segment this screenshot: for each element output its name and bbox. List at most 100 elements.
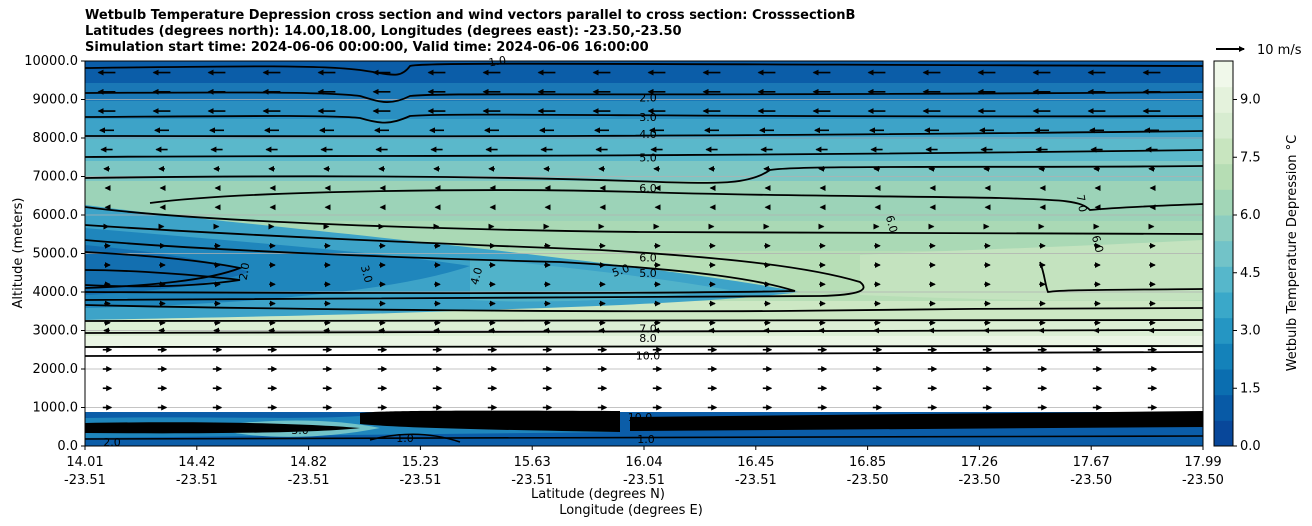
- y-tick-label: 1000.0: [33, 401, 79, 416]
- x-tick-label-lon: -23.51: [399, 473, 441, 488]
- colorbar-band: [1214, 86, 1233, 113]
- colorbar-band: [1214, 420, 1233, 447]
- contour-label: 5.0: [639, 267, 657, 280]
- contour-line: [85, 149, 1203, 158]
- contour-line: [85, 239, 796, 294]
- colorbar-band: [1214, 138, 1233, 165]
- colorbar-band: [1214, 112, 1233, 139]
- contour-label: 3.0: [358, 264, 375, 284]
- contour-line: [1039, 261, 1203, 294]
- x-tick-label-lon: -23.51: [64, 473, 106, 488]
- x-tick-label-lat: 14.01: [66, 455, 103, 470]
- colorbar-band: [1214, 266, 1233, 293]
- contour-label: 4.0: [468, 266, 485, 286]
- x-axis: 14.01 -23.51 14.42 -23.51 14.82 -23.51 15.23 -2…: [64, 446, 1224, 488]
- x-tick-label-lon: -23.51: [176, 473, 218, 488]
- reference-vector-label: 10 m/s: [1257, 43, 1302, 58]
- contour-label: 2.0: [103, 436, 121, 449]
- wind-vectors: [97, 69, 1161, 411]
- colorbar-band: [1214, 215, 1233, 242]
- x-tick-label-lon: -23.50: [958, 473, 1000, 488]
- x-tick-label-lat: 17.26: [961, 455, 998, 470]
- contour-line: [85, 319, 1203, 322]
- x-tick-label-lat: 16.04: [625, 455, 662, 470]
- y-tick-label: 8000.0: [33, 131, 79, 146]
- contour-label: 1.0: [396, 432, 414, 445]
- x-tick-label-lon: -23.51: [623, 473, 665, 488]
- x-tick-label-lat: 15.63: [514, 455, 551, 470]
- y-tick-label: 5000.0: [33, 247, 79, 262]
- y-tick-label: 4000.0: [33, 285, 79, 300]
- colorbar-label: Wetbulb Temperature Depression °C: [1285, 135, 1300, 372]
- contour-label: 3.0: [639, 111, 657, 124]
- contour-line: [85, 130, 1203, 138]
- contour-label: 6.0: [639, 182, 657, 195]
- contour-label: 8.0: [639, 332, 657, 345]
- x-tick-label-lat: 14.42: [178, 455, 215, 470]
- x-tick-label-lon: -23.50: [847, 473, 889, 488]
- colorbar-band: [1214, 343, 1233, 370]
- x-axis-label-longitude: Longitude (degrees E): [559, 503, 703, 518]
- x-tick-label-lat: 17.99: [1184, 455, 1221, 470]
- x-tick-label-lat: 16.45: [737, 455, 774, 470]
- reference-vector: 10 m/s: [1216, 43, 1302, 58]
- y-tick-label: 2000.0: [33, 362, 79, 377]
- chart-title-line-1: Wetbulb Temperature Depression cross sec…: [85, 8, 856, 23]
- contour-label: 1.0: [637, 433, 655, 446]
- colorbar-frame: [1213, 60, 1234, 447]
- colorbar-ticks: 0.0 1.5 3.0 4.5 6.0 7.5 9.0: [1233, 93, 1261, 454]
- contour-label: 7.0: [639, 323, 657, 336]
- x-tick-label-lat: 17.67: [1073, 455, 1110, 470]
- y-tick-label: 9000.0: [33, 93, 79, 108]
- y-axis-label: Altitude (meters): [11, 198, 26, 309]
- x-tick-label-lon: -23.50: [1070, 473, 1112, 488]
- contour-label: 3.0: [291, 424, 309, 437]
- y-tick-label: 10000.0: [24, 54, 78, 69]
- x-axis-label-latitude: Latitude (degrees N): [531, 487, 665, 502]
- contour-label: 6.0: [639, 251, 657, 264]
- colorbar-band: [1214, 240, 1233, 267]
- contour-label: 1.0: [488, 54, 507, 70]
- colorbar-band: [1214, 189, 1233, 216]
- colorbar-band: [1214, 394, 1233, 421]
- y-tick-label: 6000.0: [33, 208, 79, 223]
- contour-line: [85, 62, 1203, 76]
- contour-label: 10.0: [628, 411, 653, 424]
- colorbar-tick-label: 1.5: [1240, 381, 1261, 396]
- colorbar-tick-label: 0.0: [1240, 439, 1261, 454]
- contour-line: [85, 269, 241, 288]
- x-tick-label-lon: -23.51: [511, 473, 553, 488]
- colorbar-tick-label: 9.0: [1240, 93, 1261, 108]
- colorbar-tick-label: 3.0: [1240, 324, 1261, 339]
- colorbar-band: [1214, 317, 1233, 344]
- y-tick-label: 3000.0: [33, 324, 79, 339]
- contour-label: 6.0: [883, 214, 900, 234]
- surface-contour-block: [84, 410, 1204, 443]
- x-tick-label-lat: 15.23: [402, 455, 439, 470]
- colorbar-tick-label: 6.0: [1240, 208, 1261, 223]
- contour-label: 5.0: [610, 262, 631, 280]
- x-tick-label-lon: -23.51: [735, 473, 777, 488]
- colorbar-tick-label: 7.5: [1240, 150, 1261, 165]
- contour-line: [149, 189, 1203, 211]
- x-tick-label-lat: 16.85: [849, 455, 886, 470]
- chart-title-line-2: Latitudes (degrees north): 14.00,18.00, …: [85, 24, 682, 39]
- y-tick-label: 0.0: [57, 439, 78, 454]
- contour-line: [85, 351, 1203, 357]
- contour-line: [85, 304, 1203, 313]
- contour-label: 10.0: [636, 350, 661, 363]
- colorbar-band: [1214, 61, 1233, 88]
- colorbar-tick-label: 4.5: [1240, 266, 1261, 281]
- contour-line: [85, 251, 244, 289]
- y-tick-label: 7000.0: [33, 170, 79, 185]
- colorbar-band: [1214, 292, 1233, 319]
- colorbar-band: [1214, 163, 1233, 190]
- contour-line: [85, 206, 1203, 235]
- contour-label: 7.0: [1074, 194, 1090, 213]
- x-tick-label-lon: -23.51: [288, 473, 330, 488]
- contour-label: 2.0: [237, 262, 253, 281]
- contour-lines: [85, 62, 1203, 357]
- contour-labels: 2.03.04.05.06.06.05.07.08.010.01.02.0 3.0…: [103, 54, 1106, 449]
